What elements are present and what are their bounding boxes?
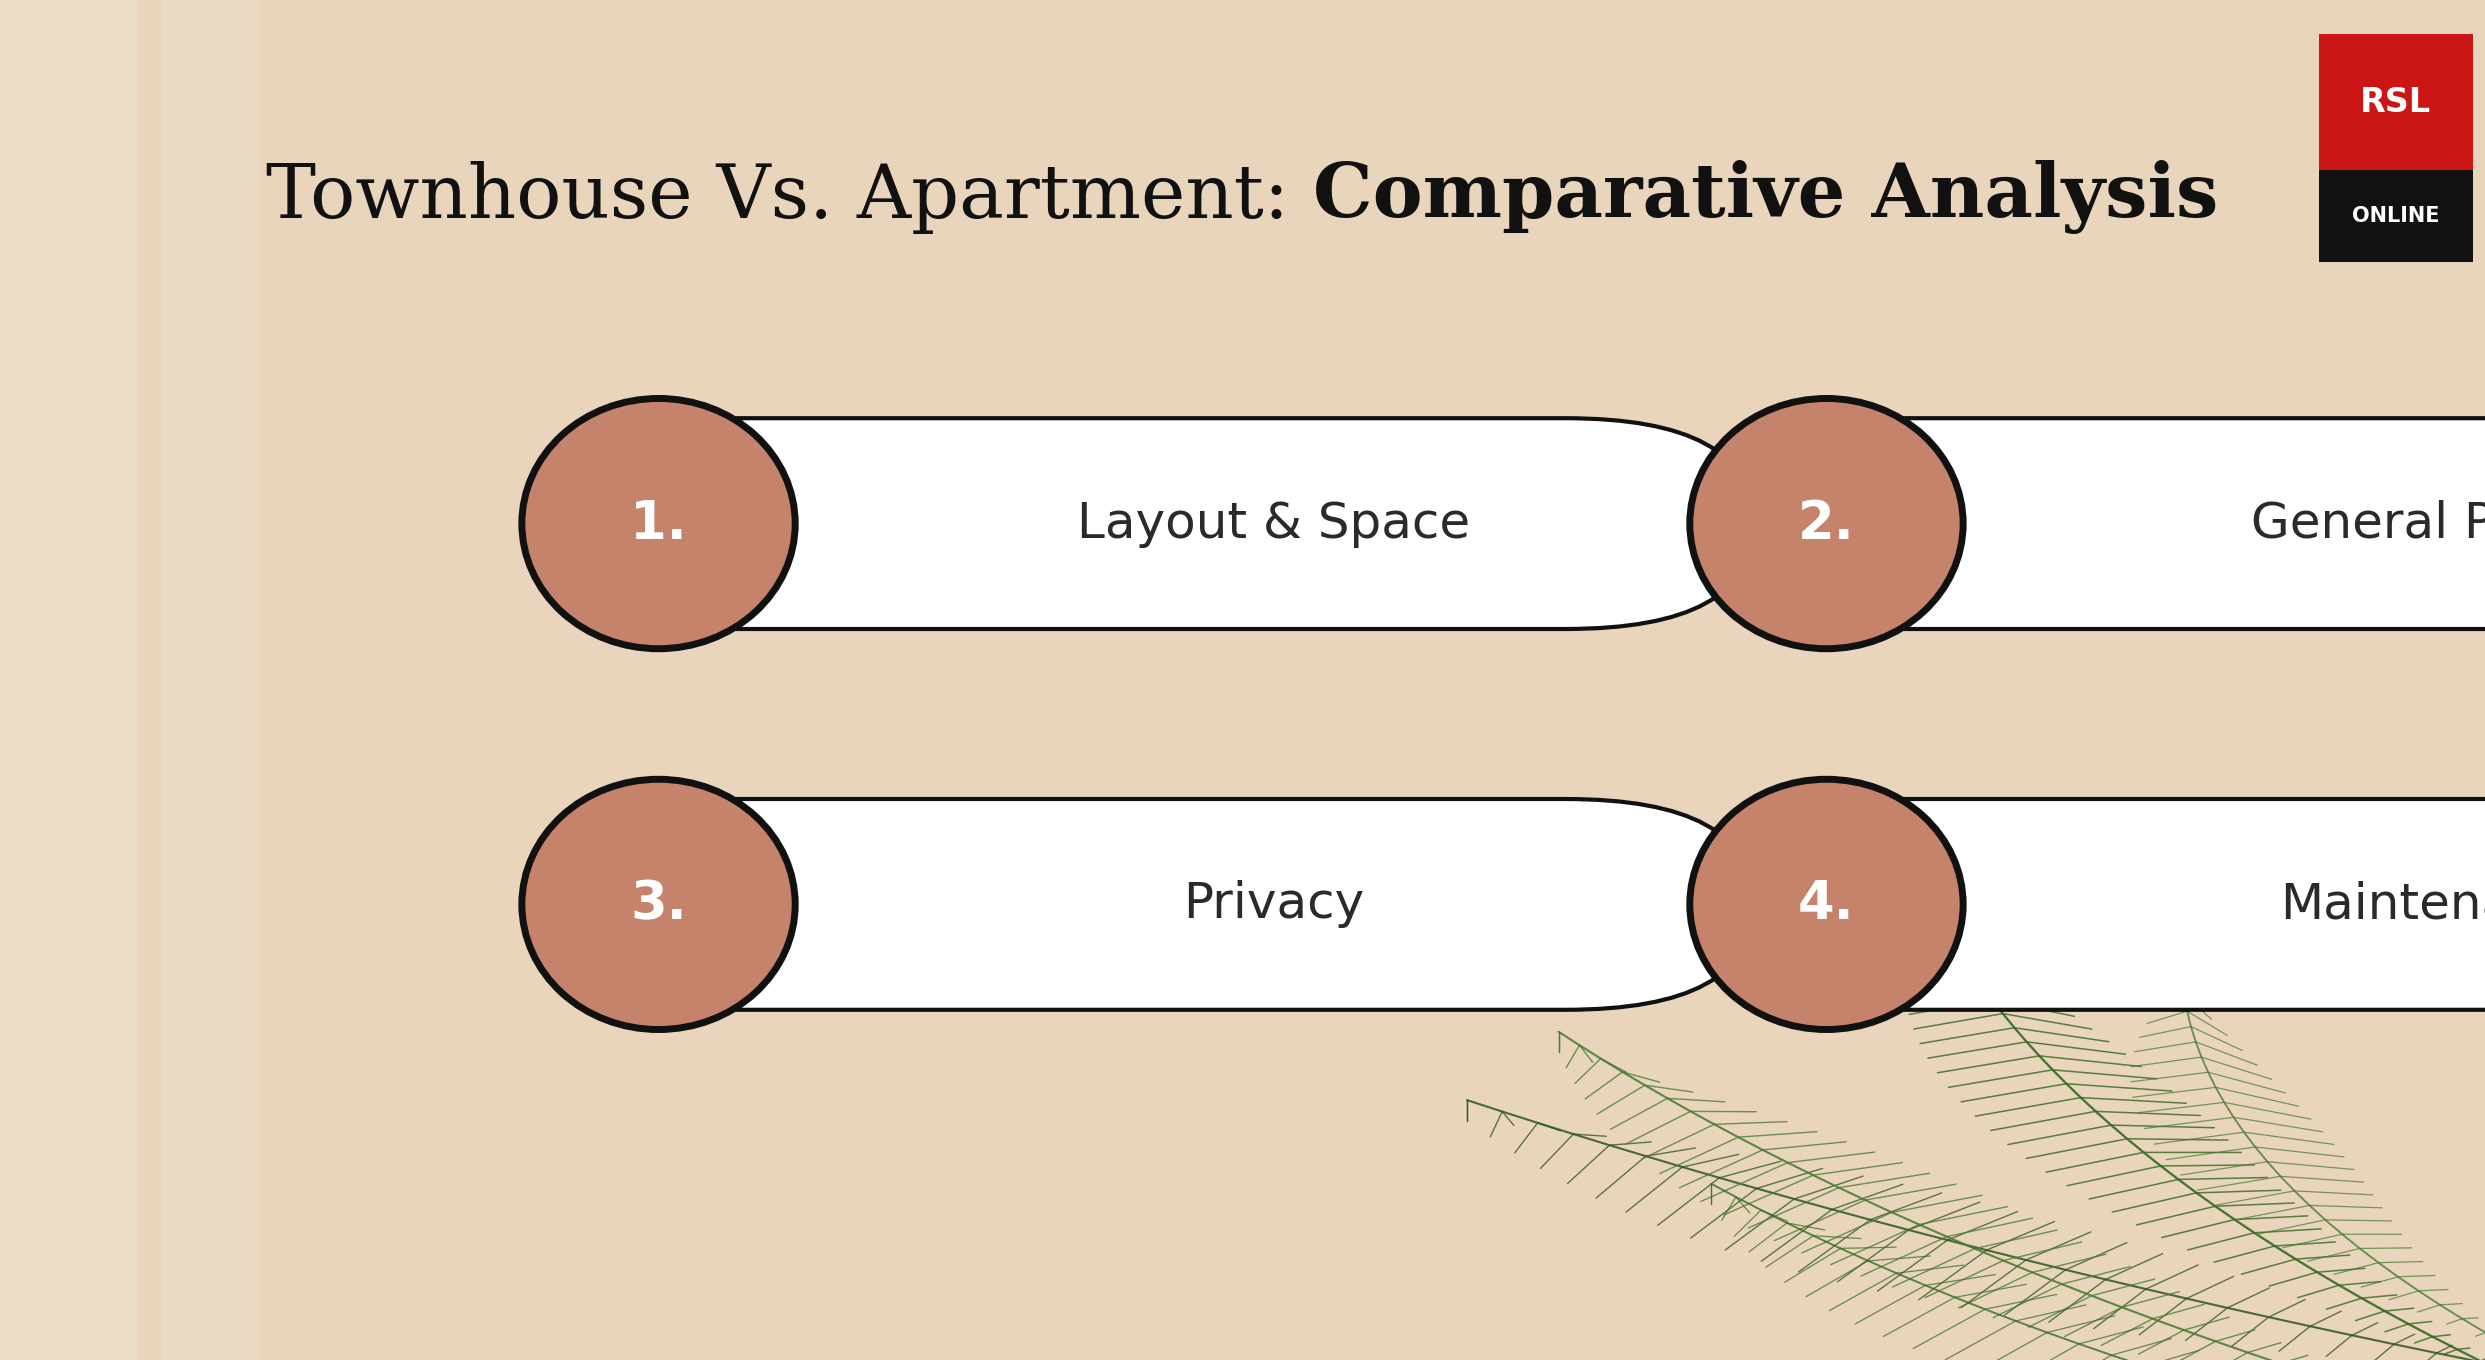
FancyBboxPatch shape xyxy=(542,800,1752,1009)
FancyBboxPatch shape xyxy=(162,0,261,1360)
Text: 1.: 1. xyxy=(631,498,686,549)
Text: Privacy: Privacy xyxy=(1183,880,1364,929)
FancyBboxPatch shape xyxy=(2319,34,2473,170)
Ellipse shape xyxy=(522,779,795,1030)
FancyBboxPatch shape xyxy=(2319,170,2473,262)
Text: Comparative Analysis: Comparative Analysis xyxy=(1312,160,2219,234)
Text: 3.: 3. xyxy=(631,879,686,930)
Text: Townhouse Vs. Apartment:: Townhouse Vs. Apartment: xyxy=(266,160,1312,234)
FancyBboxPatch shape xyxy=(1710,419,2485,628)
FancyBboxPatch shape xyxy=(542,419,1752,628)
FancyBboxPatch shape xyxy=(1710,800,2485,1009)
Ellipse shape xyxy=(1690,398,1963,649)
Text: RSL: RSL xyxy=(2361,86,2430,118)
Ellipse shape xyxy=(1690,779,1963,1030)
Text: 2.: 2. xyxy=(1799,498,1854,549)
Text: 4.: 4. xyxy=(1799,879,1854,930)
FancyBboxPatch shape xyxy=(0,0,137,1360)
Text: General Pricing: General Pricing xyxy=(2251,499,2485,548)
Text: Layout & Space: Layout & Space xyxy=(1076,499,1471,548)
Text: Maintenance: Maintenance xyxy=(2281,880,2485,929)
Text: ONLINE: ONLINE xyxy=(2351,207,2440,226)
Ellipse shape xyxy=(522,398,795,649)
